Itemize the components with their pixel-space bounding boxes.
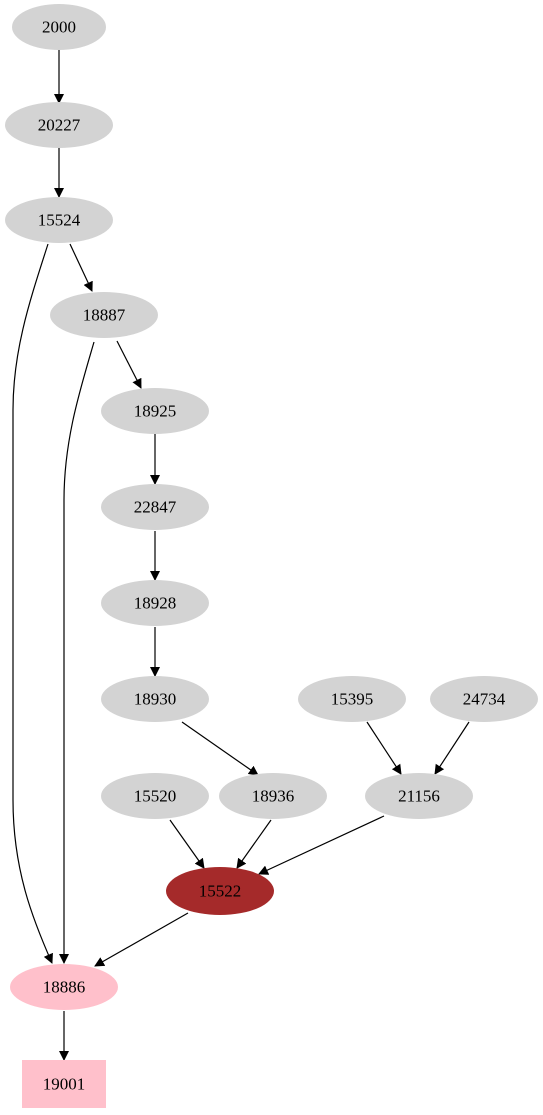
node-label: 15520 bbox=[134, 787, 177, 806]
edge bbox=[169, 819, 205, 869]
node-label: 18887 bbox=[83, 306, 126, 325]
node-label: 22847 bbox=[134, 498, 177, 517]
node bbox=[22, 1060, 106, 1108]
node-label: 18930 bbox=[134, 690, 177, 709]
edge bbox=[181, 721, 259, 776]
node-label: 18925 bbox=[134, 402, 177, 421]
node bbox=[12, 4, 106, 50]
nodes: 2000 20227 15524 18887 18925 22847 18928… bbox=[5, 4, 538, 1108]
node bbox=[166, 867, 274, 915]
node bbox=[101, 676, 209, 722]
edge bbox=[69, 243, 93, 292]
edge bbox=[94, 912, 189, 967]
node-label: 21156 bbox=[398, 787, 440, 806]
node-label: 18886 bbox=[43, 978, 86, 997]
node bbox=[430, 676, 538, 722]
node bbox=[101, 773, 209, 819]
node bbox=[10, 964, 118, 1010]
edge bbox=[258, 815, 385, 875]
node-label: 24734 bbox=[463, 690, 506, 709]
node bbox=[101, 580, 209, 626]
edge bbox=[59, 341, 95, 964]
node-label: 18928 bbox=[134, 594, 177, 613]
node bbox=[365, 773, 473, 819]
node-label: 15524 bbox=[38, 211, 81, 230]
node bbox=[101, 484, 209, 530]
node bbox=[5, 197, 113, 243]
edge bbox=[236, 819, 272, 869]
node bbox=[101, 388, 209, 434]
edge bbox=[434, 721, 470, 775]
node-label: 2000 bbox=[42, 18, 76, 37]
node bbox=[5, 102, 113, 148]
node-label: 20227 bbox=[38, 116, 81, 135]
edge bbox=[12, 243, 53, 964]
node bbox=[50, 292, 158, 338]
edge bbox=[116, 340, 142, 389]
node-label: 19001 bbox=[43, 1075, 86, 1094]
node-label: 15522 bbox=[199, 882, 242, 901]
edge bbox=[366, 721, 402, 775]
node-label: 18936 bbox=[252, 787, 295, 806]
edges bbox=[12, 50, 470, 1061]
node bbox=[219, 773, 327, 819]
node-label: 15395 bbox=[331, 690, 374, 709]
node bbox=[298, 676, 406, 722]
